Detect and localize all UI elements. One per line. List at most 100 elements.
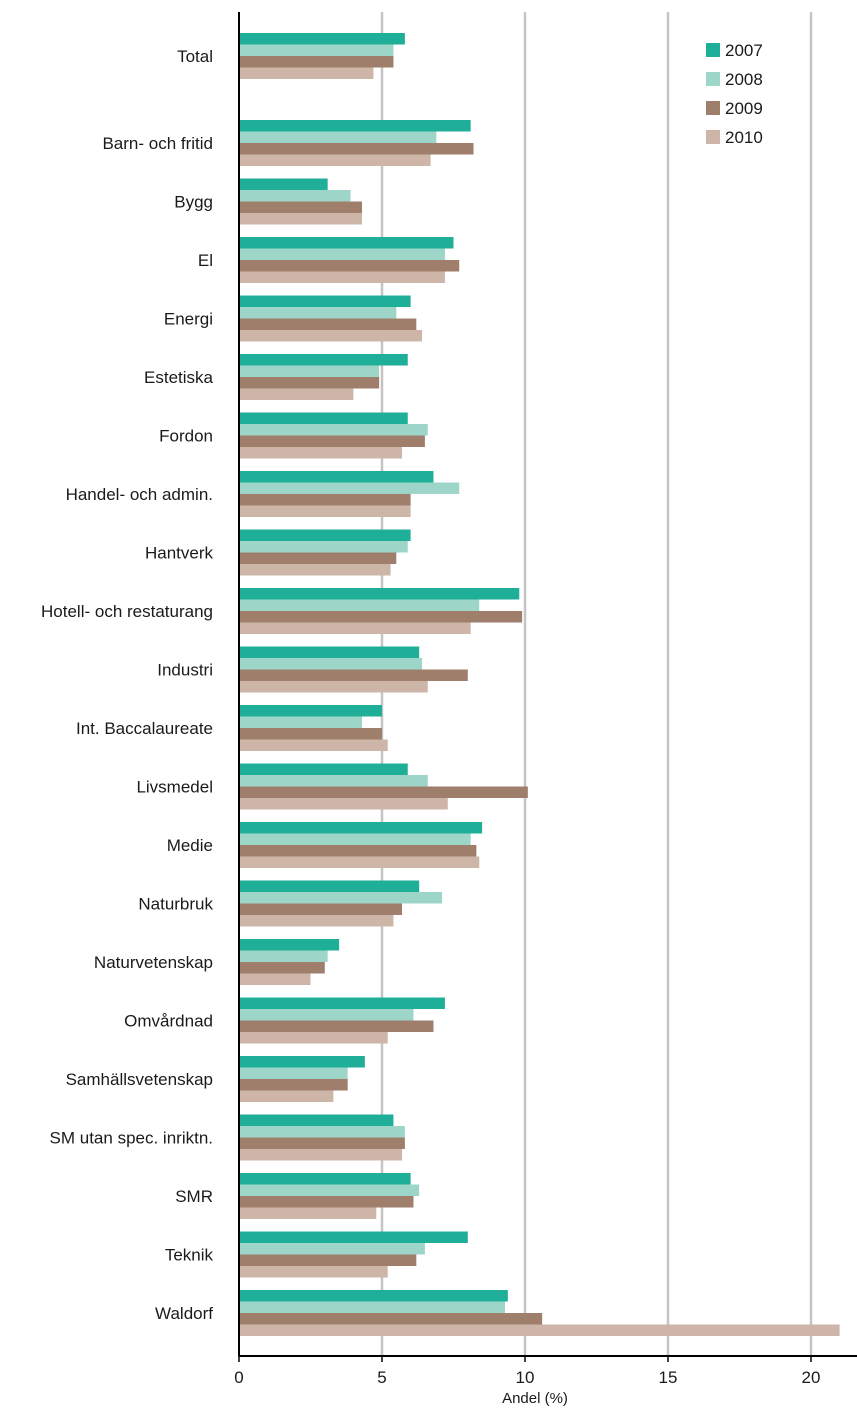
bar-2010 xyxy=(239,856,480,868)
x-tick-label: 5 xyxy=(377,1368,386,1387)
category-label: Omvårdnad xyxy=(124,1012,213,1031)
bar-2007 xyxy=(239,1231,468,1243)
bar-2010 xyxy=(239,1324,840,1336)
category-label: Estetiska xyxy=(144,368,214,387)
bar-2010 xyxy=(239,213,362,225)
bar-2010 xyxy=(239,67,374,79)
bar-2007 xyxy=(239,1290,508,1302)
bar-2009 xyxy=(239,786,528,798)
bar-2008 xyxy=(239,950,328,962)
bar-2009 xyxy=(239,318,417,330)
bar-2009 xyxy=(239,1196,414,1208)
bar-2007 xyxy=(239,471,434,483)
legend-swatch-2010 xyxy=(706,130,720,144)
bar-2008 xyxy=(239,248,445,260)
bar-2009 xyxy=(239,260,460,272)
bar-2010 xyxy=(239,1032,388,1044)
bar-2009 xyxy=(239,611,523,623)
bar-2010 xyxy=(239,330,423,342)
x-tick-label: 10 xyxy=(516,1368,535,1387)
bar-2007 xyxy=(239,880,420,892)
category-label: Waldorf xyxy=(155,1304,213,1323)
bar-2010 xyxy=(239,1266,388,1278)
bar-2010 xyxy=(239,447,403,459)
bar-2010 xyxy=(239,739,388,751)
bar-2007 xyxy=(239,646,420,658)
x-axis-title: Andel (%) xyxy=(502,1390,568,1407)
bar-2008 xyxy=(239,1301,505,1313)
category-labels: Total Barn- och fritid Bygg El Energi Estetis… xyxy=(41,47,214,1323)
legend-swatch-2007 xyxy=(706,43,720,57)
bar-2009 xyxy=(239,377,380,389)
legend-label-2009: 2009 xyxy=(725,99,763,118)
bar-2007 xyxy=(239,295,411,307)
bar-2008 xyxy=(239,131,437,143)
bar-2010 xyxy=(239,1090,334,1102)
bar-2009 xyxy=(239,552,397,564)
bar-2007 xyxy=(239,33,405,45)
bar-2007 xyxy=(239,1056,365,1068)
bar-2008 xyxy=(239,190,351,202)
bar-2008 xyxy=(239,1009,414,1021)
bar-2008 xyxy=(239,833,471,845)
bar-2010 xyxy=(239,564,391,576)
bar-2009 xyxy=(239,201,362,213)
category-label: Hantverk xyxy=(145,544,214,563)
category-label: Total xyxy=(177,47,213,66)
bar-2008 xyxy=(239,658,423,670)
bar-2009 xyxy=(239,1254,417,1266)
bar-2008 xyxy=(239,716,362,728)
bar-2010 xyxy=(239,622,471,634)
category-label: El xyxy=(198,251,213,270)
legend: 2007 2008 2009 2010 xyxy=(706,41,763,147)
bar-2009 xyxy=(239,56,394,68)
legend-label-2008: 2008 xyxy=(725,70,763,89)
bar-2008 xyxy=(239,599,480,611)
bar-2009 xyxy=(239,1020,434,1032)
bar-2010 xyxy=(239,681,428,693)
bar-2010 xyxy=(239,1149,403,1161)
bar-2009 xyxy=(239,669,468,681)
bar-2009 xyxy=(239,435,425,447)
category-label: Livsmedel xyxy=(136,778,213,797)
category-label: Hotell- och restaturang xyxy=(41,602,213,621)
bar-2008 xyxy=(239,482,460,494)
gridlines xyxy=(380,12,813,1356)
bar-2008 xyxy=(239,1126,405,1138)
bar-2007 xyxy=(239,120,471,132)
bar-2008 xyxy=(239,424,428,436)
axes xyxy=(238,12,857,1357)
bar-2008 xyxy=(239,541,408,553)
category-label: Samhällsvetenskap xyxy=(66,1070,213,1089)
bar-2009 xyxy=(239,494,411,506)
category-label: Int. Baccalaureate xyxy=(76,719,213,738)
bar-2007 xyxy=(239,237,454,249)
bar-2010 xyxy=(239,915,394,927)
legend-swatch-2009 xyxy=(706,101,720,115)
bar-2009 xyxy=(239,1313,543,1325)
category-label: Bygg xyxy=(174,193,213,212)
bar-2010 xyxy=(239,1207,377,1219)
bar-2009 xyxy=(239,962,325,974)
bar-2008 xyxy=(239,44,394,56)
bar-2007 xyxy=(239,763,408,775)
legend-swatch-2008 xyxy=(706,72,720,86)
bar-2008 xyxy=(239,1243,425,1255)
x-tick-label: 15 xyxy=(659,1368,678,1387)
bar-2010 xyxy=(239,154,431,166)
bar-2010 xyxy=(239,798,448,810)
bar-2009 xyxy=(239,903,403,915)
bar-2007 xyxy=(239,588,520,600)
category-label: Energi xyxy=(164,310,213,329)
bar-2007 xyxy=(239,822,483,834)
bar-2007 xyxy=(239,529,411,541)
bars xyxy=(239,33,840,1336)
x-tick-label: 0 xyxy=(234,1368,243,1387)
category-label: Naturbruk xyxy=(138,895,213,914)
category-label: Barn- och fritid xyxy=(102,134,213,153)
bar-2007 xyxy=(239,705,382,717)
bar-2007 xyxy=(239,412,408,424)
bar-2008 xyxy=(239,1067,348,1079)
category-label: SM utan spec. inriktn. xyxy=(50,1129,213,1148)
